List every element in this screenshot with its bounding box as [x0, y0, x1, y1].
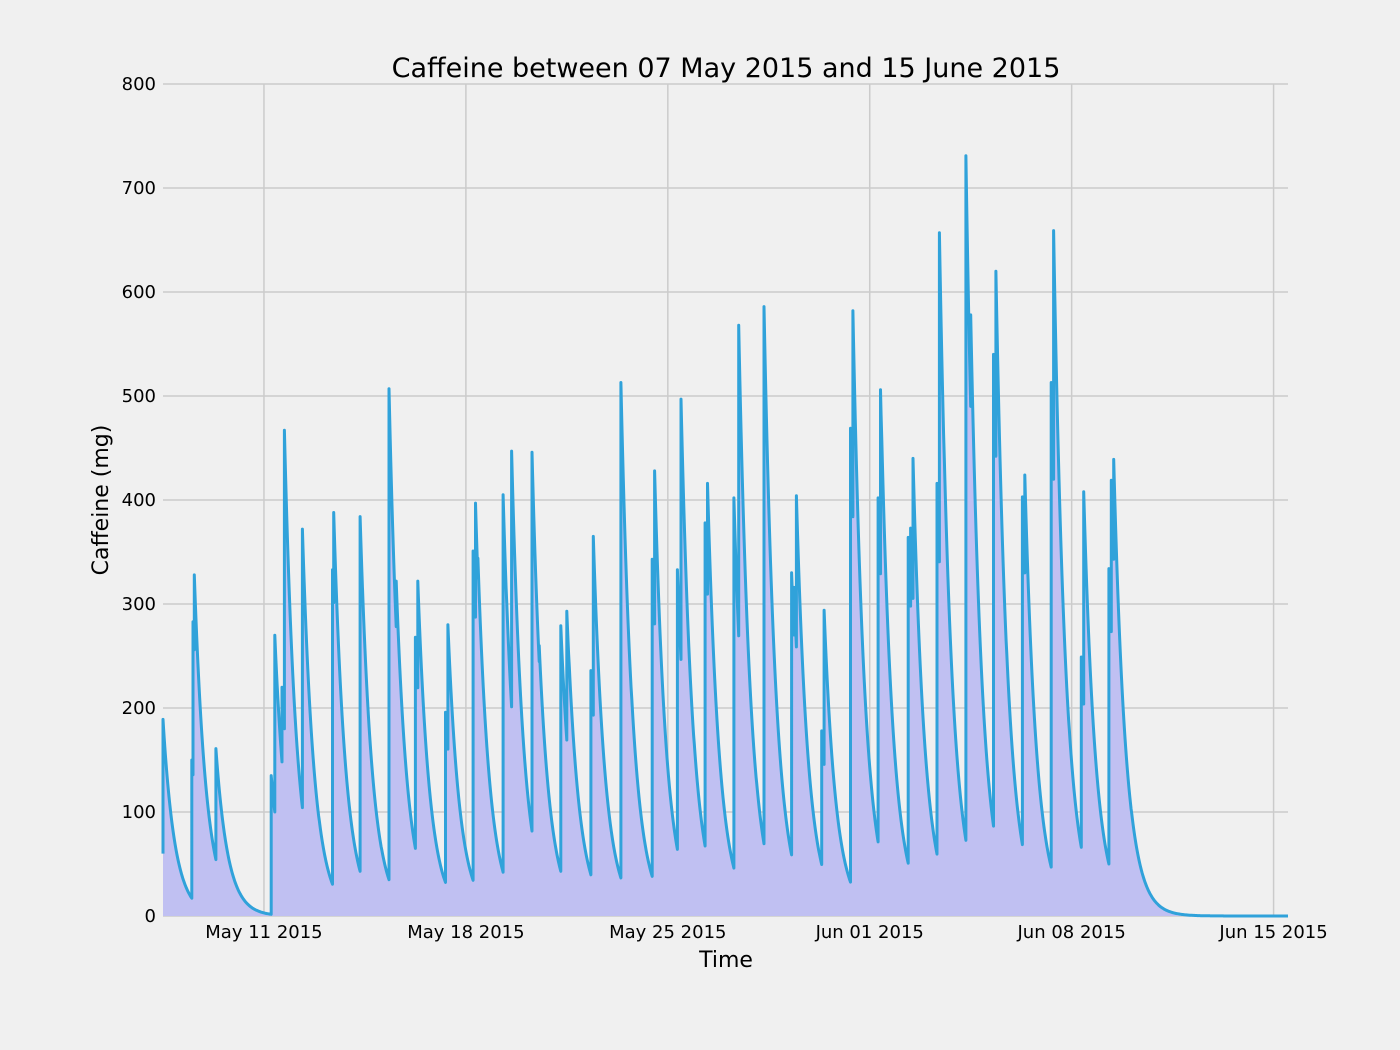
y-tick-label: 200 — [122, 698, 156, 719]
x-tick-label: Jun 08 2015 — [1017, 922, 1126, 943]
y-tick-label: 500 — [122, 386, 156, 407]
x-axis-label: Time — [698, 948, 753, 973]
x-tick-label: May 11 2015 — [205, 922, 322, 943]
y-tick-label: 100 — [122, 802, 156, 823]
y-tick-labels: 0 100 200 300 400 500 600 700 800 — [122, 74, 156, 927]
y-axis-label: Caffeine (mg) — [89, 425, 114, 576]
caffeine-area-fill — [163, 155, 1288, 917]
y-tick-label: 700 — [122, 178, 156, 199]
x-tick-label: Jun 15 2015 — [1218, 922, 1327, 943]
y-tick-label: 600 — [122, 282, 156, 303]
y-tick-label: 0 — [145, 906, 156, 927]
x-tick-labels: May 11 2015 May 18 2015 May 25 2015 Jun 01 … — [205, 922, 1327, 943]
x-tick-label: May 18 2015 — [407, 922, 524, 943]
y-tick-label: 400 — [122, 490, 156, 511]
y-tick-label: 300 — [122, 594, 156, 615]
caffeine-line — [161, 154, 1289, 918]
y-tick-label: 800 — [122, 74, 156, 95]
x-tick-label: May 25 2015 — [609, 922, 726, 943]
chart-title: Caffeine between 07 May 2015 and 15 June… — [392, 53, 1061, 84]
x-tick-label: Jun 01 2015 — [815, 922, 924, 943]
